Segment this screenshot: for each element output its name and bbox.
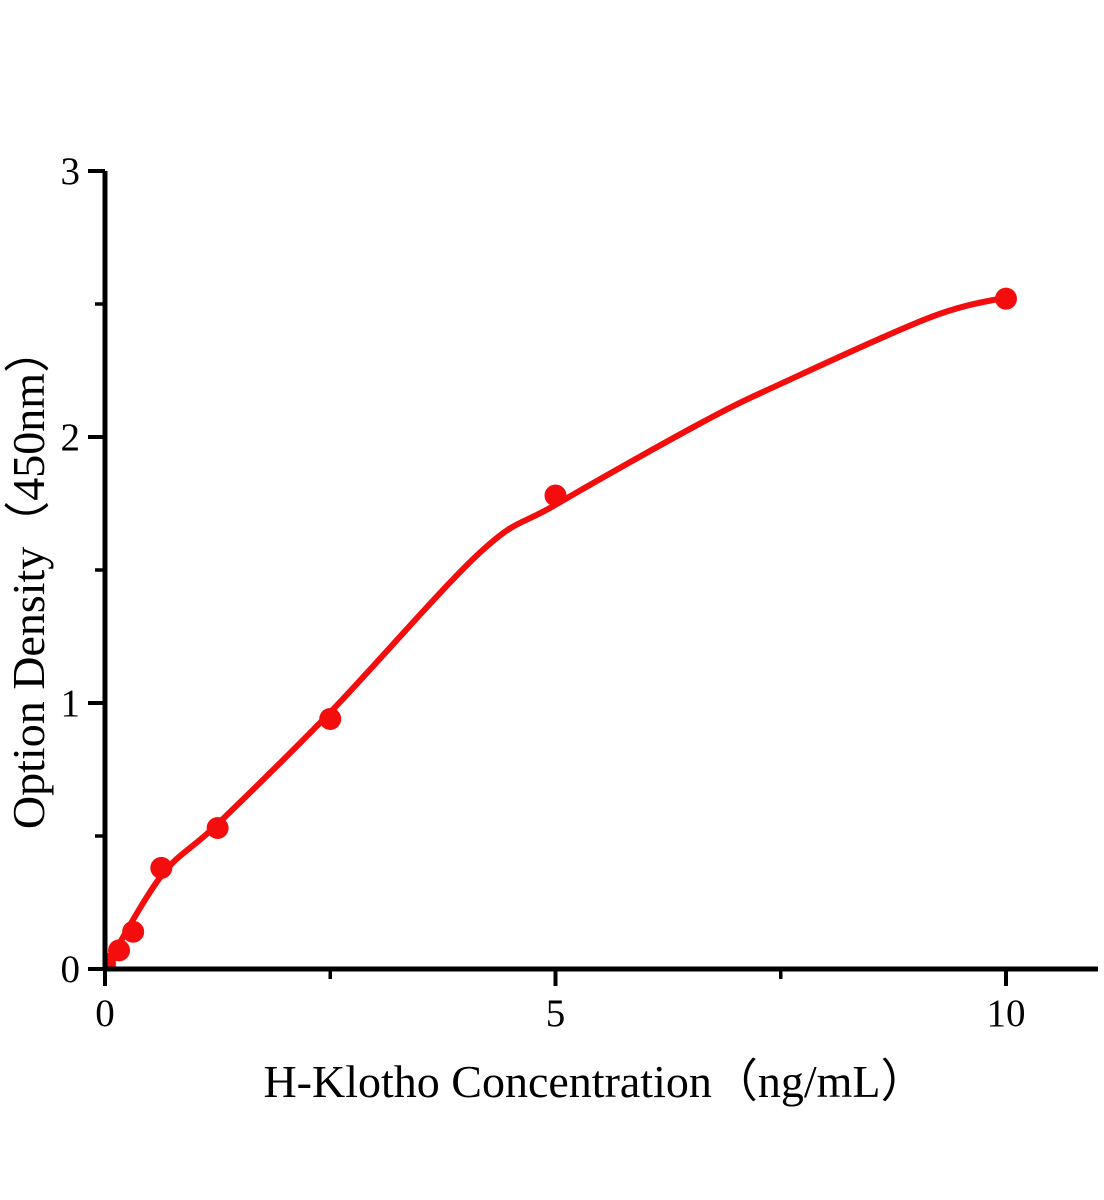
data-point bbox=[150, 856, 173, 879]
x-tick-label: 5 bbox=[546, 992, 566, 1035]
x-axis-title: H-Klotho Concentration（ng/mL） bbox=[263, 1056, 926, 1107]
y-tick-label: 2 bbox=[61, 416, 81, 459]
x-tick-label: 10 bbox=[987, 992, 1026, 1035]
data-point bbox=[108, 939, 131, 962]
data-point bbox=[122, 920, 145, 943]
fit-curve bbox=[105, 294, 1009, 969]
series-group bbox=[105, 287, 1017, 969]
data-point bbox=[206, 817, 229, 840]
y-tick-label: 1 bbox=[61, 682, 81, 725]
data-point bbox=[995, 287, 1017, 310]
data-point bbox=[319, 707, 342, 730]
y-tick-label: 0 bbox=[61, 948, 81, 991]
axes-group bbox=[88, 169, 1098, 986]
x-tick-label: 0 bbox=[95, 992, 115, 1035]
tick-labels-group: 0 5 10 0 1 2 3 bbox=[61, 150, 1026, 1035]
y-axis-title: Option Density（450nm） bbox=[3, 327, 54, 829]
y-tick-label: 3 bbox=[61, 150, 81, 193]
data-point bbox=[544, 484, 567, 507]
